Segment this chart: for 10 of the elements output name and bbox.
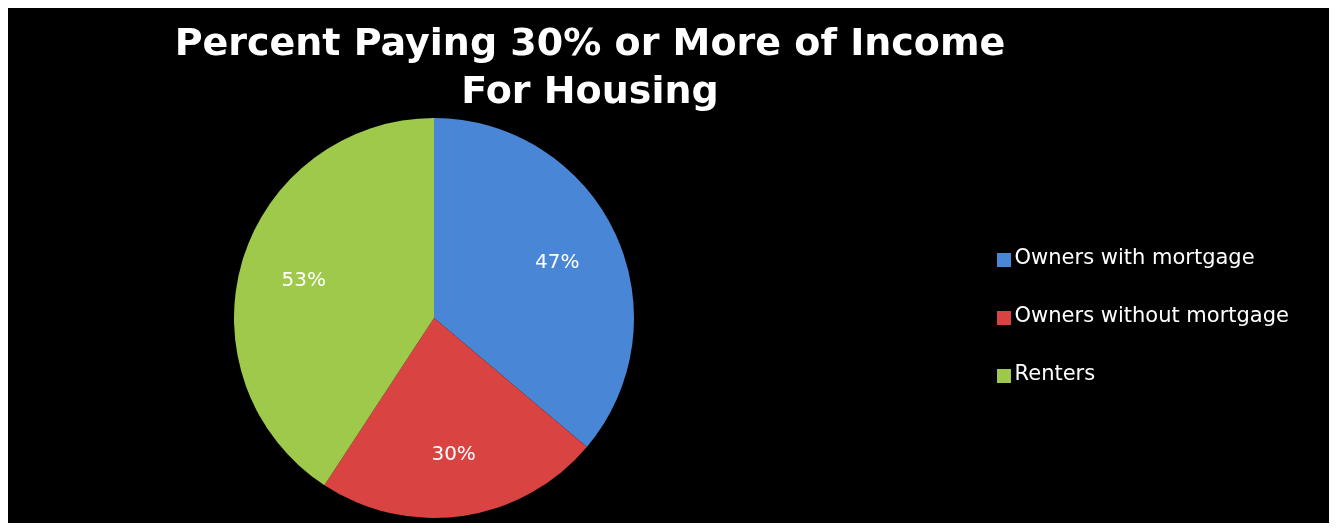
legend-label: Owners with mortgage: [1014, 244, 1255, 269]
legend-label: Renters: [1014, 360, 1096, 385]
pie-slice: [434, 118, 634, 447]
data-label: 30%: [431, 440, 476, 465]
data-label: 47%: [535, 248, 580, 273]
legend-label: Owners without mortgage: [1014, 302, 1289, 327]
chart-title: Percent Paying 30% or More of Income For Housing: [173, 19, 1007, 114]
pie-slice: [234, 118, 434, 486]
pie-slice: [324, 318, 587, 518]
data-label: 53%: [281, 267, 326, 292]
